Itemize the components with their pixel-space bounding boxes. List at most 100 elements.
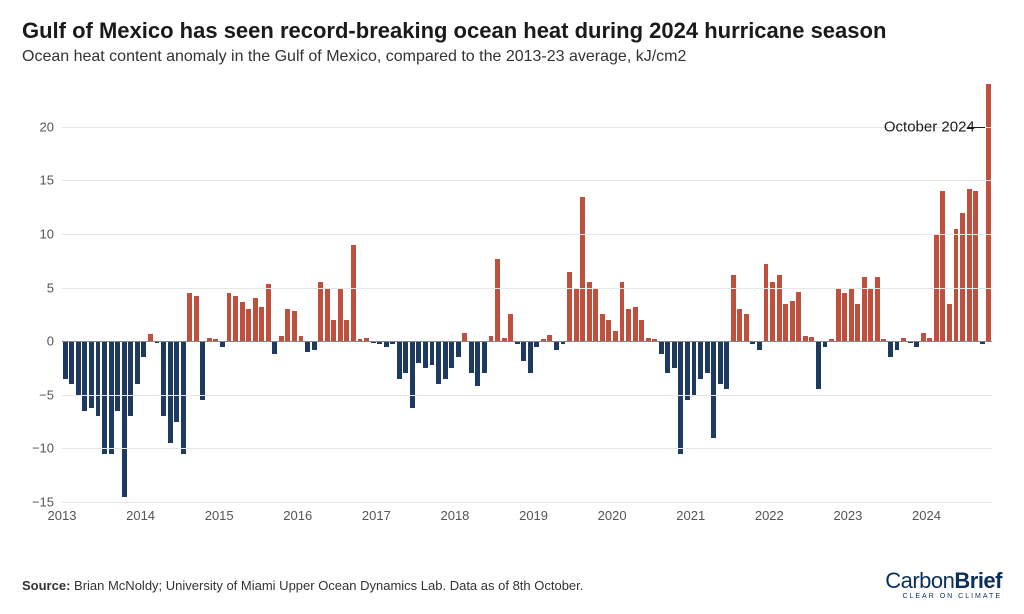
- y-tick-label: 0: [47, 334, 54, 349]
- bar: [89, 341, 94, 407]
- x-tick-label: 2023: [833, 508, 862, 523]
- x-tick-label: 2016: [283, 508, 312, 523]
- bar: [253, 298, 258, 341]
- bar: [240, 302, 245, 342]
- bar: [626, 309, 631, 341]
- bar: [816, 341, 821, 389]
- bar: [895, 341, 900, 350]
- gridline: [62, 127, 992, 128]
- bar: [574, 288, 579, 342]
- bar: [986, 84, 991, 341]
- bar: [403, 341, 408, 373]
- bar: [947, 304, 952, 342]
- bar: [783, 304, 788, 342]
- bar: [580, 197, 585, 342]
- chart-container: Gulf of Mexico has seen record-breaking …: [0, 0, 1024, 614]
- bar: [554, 341, 559, 350]
- bar: [508, 314, 513, 341]
- bar: [796, 292, 801, 341]
- bar: [960, 213, 965, 342]
- bar: [351, 245, 356, 341]
- bar: [456, 341, 461, 357]
- x-tick-label: 2014: [126, 508, 155, 523]
- bar: [82, 341, 87, 411]
- source-text: Brian McNoldy; University of Miami Upper…: [70, 578, 583, 593]
- bar: [967, 189, 972, 341]
- bar: [181, 341, 186, 454]
- bar: [266, 284, 271, 341]
- bar: [141, 341, 146, 357]
- bar: [613, 331, 618, 342]
- bar: [410, 341, 415, 407]
- bar: [305, 341, 310, 352]
- bar: [312, 341, 317, 350]
- bar: [122, 341, 127, 496]
- bar: [921, 333, 926, 342]
- bar: [737, 309, 742, 341]
- bar: [246, 309, 251, 341]
- gridline: [62, 395, 992, 396]
- bar: [685, 341, 690, 400]
- bar: [161, 341, 166, 416]
- bar: [423, 341, 428, 368]
- bar: [475, 341, 480, 386]
- bar: [115, 341, 120, 411]
- gridline: [62, 288, 992, 289]
- x-tick-label: 2017: [362, 508, 391, 523]
- bar: [436, 341, 441, 384]
- bar: [259, 307, 264, 341]
- bar: [705, 341, 710, 373]
- bar: [174, 341, 179, 421]
- bar: [63, 341, 68, 379]
- bar: [344, 320, 349, 341]
- bar: [69, 341, 74, 384]
- bar: [462, 333, 467, 342]
- bar: [397, 341, 402, 379]
- bar: [875, 277, 880, 341]
- bar: [168, 341, 173, 443]
- bar: [200, 341, 205, 400]
- bar: [940, 191, 945, 341]
- bar: [842, 293, 847, 341]
- bar: [233, 296, 238, 341]
- bar: [135, 341, 140, 384]
- bar: [888, 341, 893, 357]
- y-tick-label: 20: [40, 119, 54, 134]
- bar: [954, 229, 959, 342]
- source-label: Source:: [22, 578, 70, 593]
- bar: [102, 341, 107, 454]
- bar: [76, 341, 81, 395]
- footer: Source: Brian McNoldy; University of Mia…: [22, 562, 1002, 614]
- bar: [711, 341, 716, 437]
- bar: [724, 341, 729, 389]
- x-tick-label: 2022: [755, 508, 784, 523]
- x-tick-label: 2019: [519, 508, 548, 523]
- y-tick-label: −10: [32, 441, 54, 456]
- bar: [731, 275, 736, 341]
- bar: [469, 341, 474, 373]
- chart-subtitle: Ocean heat content anomaly in the Gulf o…: [22, 48, 1002, 66]
- bar: [849, 288, 854, 342]
- bar: [128, 341, 133, 416]
- bar: [194, 296, 199, 341]
- bar: [862, 277, 867, 341]
- bar: [836, 288, 841, 342]
- bar: [855, 304, 860, 342]
- bar: [521, 341, 526, 360]
- x-tick-label: 2018: [440, 508, 469, 523]
- bar: [868, 288, 873, 342]
- y-tick-label: 10: [40, 227, 54, 242]
- y-tick-label: 15: [40, 173, 54, 188]
- bar: [744, 314, 749, 341]
- bar: [443, 341, 448, 379]
- bar: [416, 341, 421, 362]
- bar: [587, 282, 592, 341]
- carbonbrief-logo: CarbonBrief CLEAR ON CLIMATE: [885, 570, 1002, 600]
- bar: [692, 341, 697, 395]
- bar: [96, 341, 101, 416]
- plot-area: −15−10−505101520201320142015201620172018…: [62, 84, 992, 502]
- bar: [718, 341, 723, 384]
- bar: [285, 309, 290, 341]
- x-tick-label: 2020: [598, 508, 627, 523]
- y-tick-label: −5: [39, 387, 54, 402]
